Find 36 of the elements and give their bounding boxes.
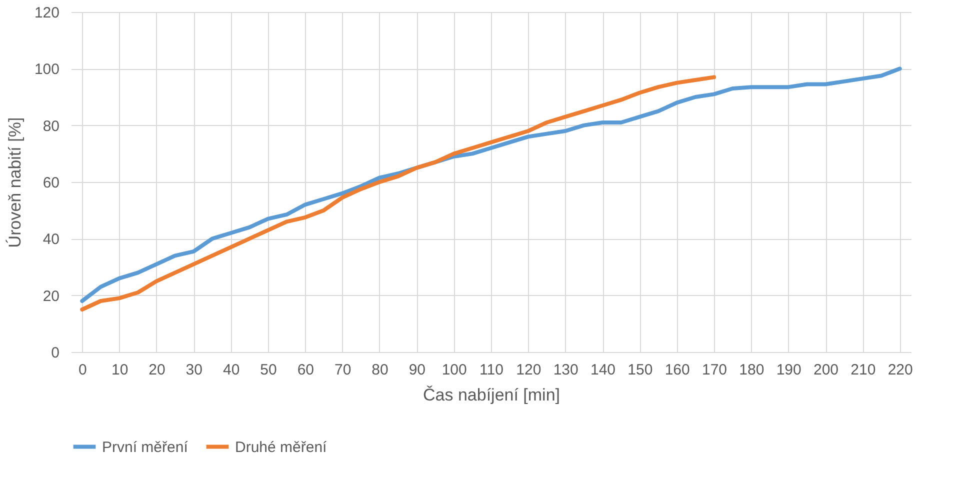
x-tick-label: 70 [334, 362, 352, 378]
x-tick-label: 220 [888, 362, 913, 378]
y-tick-label: 60 [42, 174, 60, 192]
x-tick-label: 30 [186, 362, 202, 378]
y-axis-title: Úroveň nabití [%] [5, 117, 24, 248]
x-tick-label: 180 [739, 362, 764, 378]
x-tick-label: 170 [702, 362, 728, 378]
legend-label: První měření [102, 438, 189, 456]
x-tick-label: 20 [148, 362, 166, 378]
x-tick-label: 160 [664, 362, 690, 378]
y-tick-label: 0 [51, 344, 60, 362]
x-tick-label: 200 [814, 362, 839, 378]
x-tick-label: 60 [297, 362, 314, 378]
y-tick-label: 20 [42, 288, 60, 305]
line-series [80, 66, 902, 303]
x-tick-label: 50 [260, 362, 277, 378]
y-tick-label: 120 [34, 4, 60, 22]
x-tick-label: 150 [628, 362, 653, 378]
x-tick-label: 110 [480, 362, 504, 378]
x-tick-label: 100 [442, 362, 467, 378]
x-tick-label: 140 [590, 362, 616, 378]
y-tick-label: 80 [42, 118, 60, 135]
x-tick-label: 190 [776, 362, 802, 378]
legend-label: Druhé měření [235, 438, 328, 456]
x-tick-label: 40 [222, 362, 240, 378]
line-series [80, 75, 716, 312]
x-tick-label: 130 [553, 362, 578, 378]
x-tick-label: 120 [516, 362, 542, 378]
y-tick-label: 40 [42, 231, 60, 248]
x-tick-label: 0 [78, 362, 87, 378]
x-axis-title: Čas nabíjení [min] [422, 386, 560, 404]
x-tick-label: 210 [850, 362, 876, 378]
x-tick-label: 80 [372, 362, 388, 378]
y-tick-label: 100 [34, 61, 60, 78]
x-tick-label: 90 [408, 362, 426, 378]
x-tick-label: 10 [111, 362, 128, 378]
